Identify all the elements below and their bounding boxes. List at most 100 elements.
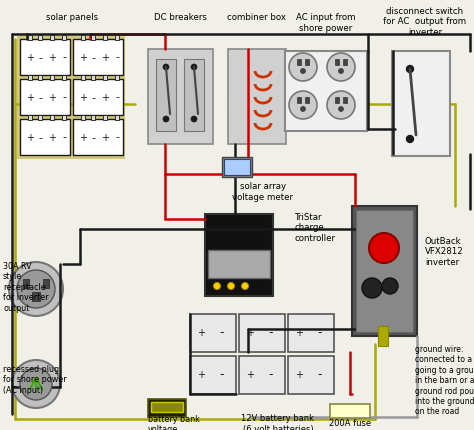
Circle shape bbox=[20, 368, 52, 400]
Text: -: - bbox=[91, 93, 95, 103]
Text: -: - bbox=[115, 92, 119, 102]
Circle shape bbox=[289, 54, 317, 82]
Bar bbox=[330, 404, 370, 418]
Bar bbox=[50, 36, 54, 41]
Bar bbox=[305, 98, 309, 104]
Text: 200A fuse: 200A fuse bbox=[329, 418, 371, 427]
Bar bbox=[73, 120, 123, 156]
Bar bbox=[239, 356, 285, 394]
Circle shape bbox=[301, 69, 306, 74]
Circle shape bbox=[338, 69, 344, 74]
Bar bbox=[343, 98, 347, 104]
Bar bbox=[228, 50, 286, 144]
Bar bbox=[62, 116, 66, 121]
Bar bbox=[81, 116, 85, 121]
Text: +: + bbox=[295, 327, 303, 337]
Text: ground wire:
connected to a wire
going to a ground
in the barn or a
ground rod p: ground wire: connected to a wire going t… bbox=[415, 344, 474, 415]
Circle shape bbox=[241, 283, 248, 290]
Circle shape bbox=[301, 107, 306, 112]
Bar bbox=[43, 280, 49, 289]
Bar bbox=[91, 36, 95, 41]
Bar bbox=[32, 292, 40, 301]
Bar bbox=[148, 399, 186, 417]
Circle shape bbox=[289, 92, 317, 120]
Circle shape bbox=[362, 278, 382, 298]
Bar bbox=[288, 314, 334, 352]
Text: +: + bbox=[246, 369, 254, 379]
Text: -: - bbox=[318, 368, 322, 381]
Text: +: + bbox=[79, 93, 87, 103]
Bar bbox=[285, 52, 367, 132]
Bar bbox=[288, 356, 334, 394]
Bar bbox=[184, 60, 204, 132]
Circle shape bbox=[191, 65, 197, 71]
Bar bbox=[81, 36, 85, 41]
Bar bbox=[20, 80, 70, 116]
Text: -: - bbox=[62, 52, 66, 62]
Circle shape bbox=[407, 66, 413, 74]
Bar bbox=[20, 40, 70, 76]
Circle shape bbox=[407, 136, 413, 143]
Circle shape bbox=[9, 262, 63, 316]
Bar bbox=[156, 60, 176, 132]
Text: -: - bbox=[38, 93, 42, 103]
Bar bbox=[38, 76, 42, 81]
Circle shape bbox=[163, 65, 169, 71]
Bar bbox=[20, 120, 70, 156]
Text: +: + bbox=[79, 133, 87, 143]
Bar bbox=[28, 116, 32, 121]
Circle shape bbox=[17, 270, 55, 308]
Text: solar array
voltage meter: solar array voltage meter bbox=[233, 182, 293, 201]
Text: +: + bbox=[26, 53, 34, 63]
Circle shape bbox=[338, 107, 344, 112]
Bar bbox=[115, 36, 119, 41]
Text: +: + bbox=[48, 133, 56, 143]
Text: +: + bbox=[79, 53, 87, 63]
Text: +: + bbox=[246, 327, 254, 337]
Bar bbox=[73, 80, 123, 116]
Text: DC breakers: DC breakers bbox=[154, 13, 207, 22]
Text: OutBack
VFX2812
inverter: OutBack VFX2812 inverter bbox=[425, 237, 464, 266]
Bar bbox=[205, 215, 273, 296]
Bar bbox=[50, 116, 54, 121]
Circle shape bbox=[327, 54, 355, 82]
Text: -: - bbox=[38, 53, 42, 63]
Bar bbox=[392, 52, 450, 157]
Text: -: - bbox=[62, 132, 66, 141]
Circle shape bbox=[369, 233, 399, 264]
Bar bbox=[91, 116, 95, 121]
Bar bbox=[38, 116, 42, 121]
Bar bbox=[81, 76, 85, 81]
Bar bbox=[17, 37, 125, 160]
Text: recessed plug
for shore power
(AC input): recessed plug for shore power (AC input) bbox=[3, 364, 67, 394]
Text: AC input from
shore power: AC input from shore power bbox=[296, 13, 356, 33]
Bar bbox=[356, 211, 413, 332]
Circle shape bbox=[163, 117, 169, 123]
Text: combiner box: combiner box bbox=[228, 13, 286, 22]
Bar bbox=[190, 314, 236, 352]
Bar bbox=[352, 206, 417, 336]
Circle shape bbox=[191, 117, 197, 123]
Text: +: + bbox=[48, 93, 56, 103]
Bar bbox=[115, 116, 119, 121]
Bar bbox=[305, 60, 309, 66]
Text: -: - bbox=[269, 326, 273, 339]
Text: +: + bbox=[26, 93, 34, 103]
Circle shape bbox=[12, 360, 60, 408]
Bar bbox=[62, 76, 66, 81]
Text: +: + bbox=[295, 369, 303, 379]
Bar bbox=[28, 76, 32, 81]
Bar bbox=[239, 314, 285, 352]
Text: -: - bbox=[269, 368, 273, 381]
Bar bbox=[335, 98, 339, 104]
Text: -: - bbox=[38, 133, 42, 143]
Text: +: + bbox=[197, 369, 205, 379]
Bar bbox=[208, 250, 270, 278]
Text: -: - bbox=[115, 52, 119, 62]
Bar bbox=[50, 76, 54, 81]
Bar bbox=[378, 326, 388, 346]
Bar bbox=[23, 280, 29, 289]
Bar bbox=[91, 76, 95, 81]
Text: 12V battery bank
(6 volt batteries): 12V battery bank (6 volt batteries) bbox=[241, 413, 315, 430]
Bar bbox=[38, 36, 42, 41]
